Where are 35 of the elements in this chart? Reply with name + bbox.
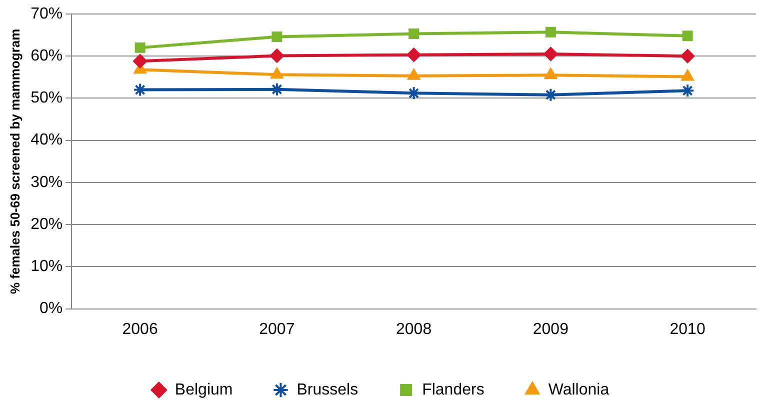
x-tick-label: 2008 bbox=[396, 320, 432, 338]
x-tick-label: 2006 bbox=[122, 320, 158, 338]
point bbox=[406, 86, 421, 100]
point bbox=[270, 48, 284, 63]
y-tick-label: 10% bbox=[30, 258, 63, 276]
point bbox=[406, 48, 421, 62]
point bbox=[134, 42, 146, 53]
point bbox=[270, 68, 284, 79]
x-tick-label: 2009 bbox=[532, 320, 569, 338]
point bbox=[544, 88, 558, 102]
x-tick-label: 2007 bbox=[259, 320, 295, 338]
y-tick-label: 40% bbox=[30, 132, 63, 149]
y-axis-title: % females 50-69 screened by mammogram bbox=[7, 28, 22, 294]
point bbox=[682, 30, 693, 42]
point bbox=[408, 28, 420, 40]
y-tick-label: 20% bbox=[30, 216, 63, 233]
y-tick-label: 70% bbox=[30, 5, 63, 22]
point bbox=[545, 26, 556, 38]
point bbox=[544, 68, 557, 80]
y-tick-label: 0% bbox=[40, 300, 63, 318]
legend-label: Flanders bbox=[422, 381, 484, 398]
point bbox=[680, 84, 695, 98]
legend-label: Wallonia bbox=[548, 381, 610, 398]
point bbox=[544, 47, 558, 62]
y-tick-label: 30% bbox=[30, 174, 63, 191]
point bbox=[133, 54, 148, 68]
point bbox=[680, 49, 695, 64]
point bbox=[272, 32, 282, 42]
legend-label: Brussels bbox=[296, 381, 358, 398]
y-tick-label: 50% bbox=[30, 90, 63, 107]
x-tick-label: 2010 bbox=[670, 320, 706, 338]
point bbox=[681, 70, 694, 81]
y-tick-label: 60% bbox=[30, 48, 63, 65]
point bbox=[408, 68, 420, 80]
legend-label: Belgium bbox=[174, 381, 233, 398]
